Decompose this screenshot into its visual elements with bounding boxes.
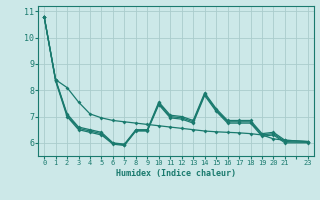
X-axis label: Humidex (Indice chaleur): Humidex (Indice chaleur) bbox=[116, 169, 236, 178]
